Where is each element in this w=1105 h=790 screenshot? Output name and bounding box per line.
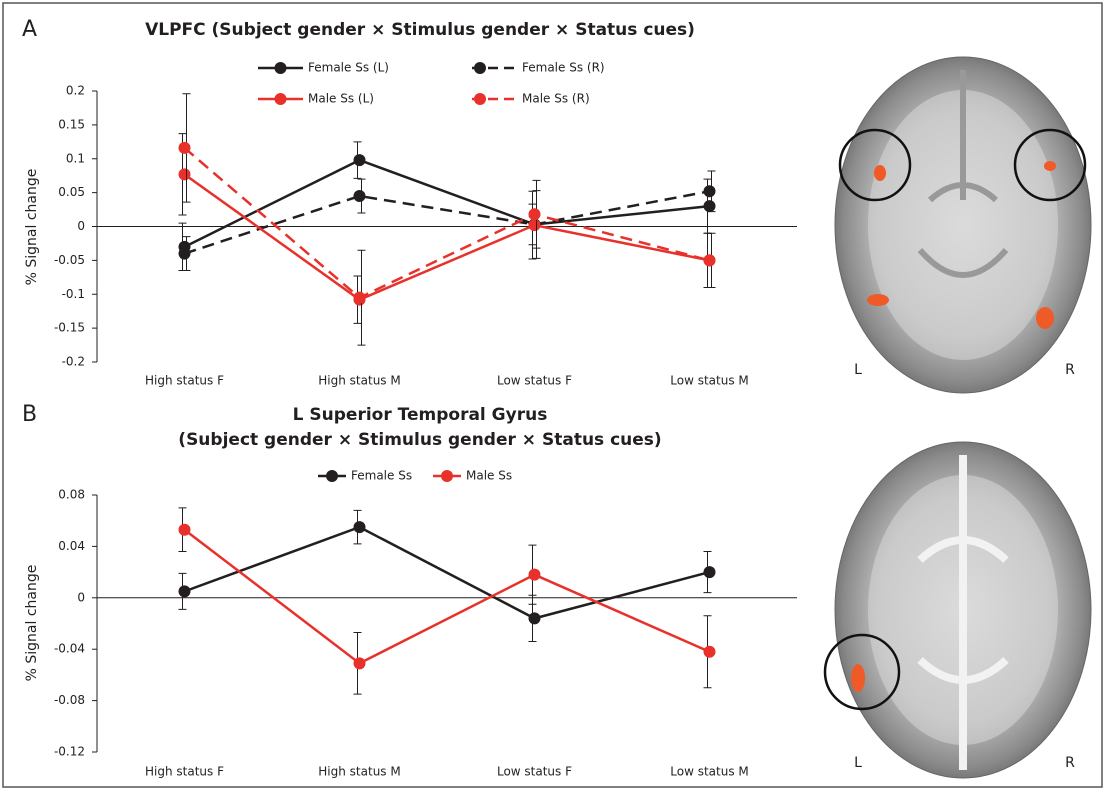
- brain-image: [835, 57, 1091, 393]
- activation-blob: [1044, 161, 1056, 171]
- activation-blob: [1036, 307, 1054, 329]
- data-point: [179, 524, 191, 536]
- data-point: [704, 254, 716, 266]
- activation-blob: [867, 294, 889, 306]
- legend-marker: [474, 93, 486, 105]
- data-point: [529, 219, 541, 231]
- x-tick-label: High status F: [145, 765, 224, 779]
- y-tick-label: 0.04: [58, 539, 85, 553]
- data-point: [354, 154, 366, 166]
- legend-label: Male Ss (L): [308, 92, 374, 106]
- y-tick-label: -0.1: [62, 287, 85, 301]
- panel-label: A: [22, 17, 37, 42]
- y-axis-label: % Signal change: [24, 565, 40, 682]
- data-point: [529, 208, 541, 220]
- series-line: [185, 160, 710, 247]
- y-tick-label: 0: [77, 219, 85, 233]
- brain-image: [825, 442, 1091, 778]
- y-tick-label: -0.05: [54, 253, 85, 267]
- legend-marker: [275, 93, 287, 105]
- x-tick-label: Low status M: [670, 374, 749, 388]
- y-tick-label: -0.08: [54, 693, 85, 707]
- y-tick-label: 0.05: [58, 185, 85, 199]
- x-tick-label: Low status M: [670, 765, 749, 779]
- x-tick-label: Low status F: [497, 765, 572, 779]
- y-tick-label: -0.04: [54, 642, 85, 656]
- page: A VLPFC (Subject gender × Stimulus gender…: [0, 0, 1105, 790]
- series-line: [185, 530, 710, 664]
- y-tick-label: 0.15: [58, 117, 85, 131]
- y-tick-label: -0.15: [54, 321, 85, 335]
- series-line: [185, 148, 710, 298]
- data-point: [704, 185, 716, 197]
- activation-blob: [851, 664, 865, 692]
- data-point: [179, 585, 191, 597]
- data-point: [529, 612, 541, 624]
- data-point: [704, 646, 716, 658]
- y-tick-label: 0.1: [66, 151, 85, 165]
- legend-label: Female Ss (L): [308, 61, 389, 75]
- legend-label: Male Ss (R): [522, 92, 590, 106]
- figure: A VLPFC (Subject gender × Stimulus gender…: [0, 0, 1105, 790]
- chart-title: L Superior Temporal Gyrus: [293, 405, 548, 425]
- data-point: [529, 569, 541, 581]
- data-point: [179, 142, 191, 154]
- data-point: [179, 248, 191, 260]
- legend-label: Female Ss (R): [522, 61, 605, 75]
- y-tick-label: -0.2: [62, 355, 85, 369]
- data-point: [179, 168, 191, 180]
- x-tick-label: High status M: [318, 765, 400, 779]
- image-label: R: [1065, 362, 1075, 378]
- legend-marker: [326, 470, 338, 482]
- data-point: [354, 521, 366, 533]
- data-point: [354, 292, 366, 304]
- x-tick-label: Low status F: [497, 374, 572, 388]
- data-point: [354, 657, 366, 669]
- image-label: L: [854, 362, 862, 378]
- y-axis-label: % Signal change: [24, 169, 40, 286]
- image-label: R: [1065, 755, 1075, 771]
- image-label: L: [854, 755, 862, 771]
- activation-blob: [874, 165, 886, 181]
- y-tick-label: 0: [77, 590, 85, 604]
- data-point: [354, 190, 366, 202]
- data-point: [704, 566, 716, 578]
- data-point: [704, 200, 716, 212]
- x-tick-label: High status F: [145, 374, 224, 388]
- y-tick-label: -0.12: [54, 745, 85, 759]
- legend-label: Female Ss: [351, 469, 412, 483]
- legend-marker: [441, 470, 453, 482]
- chart-title: VLPFC (Subject gender × Stimulus gender …: [145, 20, 695, 40]
- y-tick-label: 0.2: [66, 84, 85, 98]
- x-tick-label: High status M: [318, 374, 400, 388]
- chart-subtitle: (Subject gender × Stimulus gender × Stat…: [178, 430, 661, 450]
- panel-label: B: [22, 402, 37, 427]
- y-tick-label: 0.08: [58, 488, 85, 502]
- series-line: [185, 527, 710, 618]
- legend-marker: [474, 62, 486, 74]
- legend-label: Male Ss: [466, 469, 512, 483]
- legend-marker: [275, 62, 287, 74]
